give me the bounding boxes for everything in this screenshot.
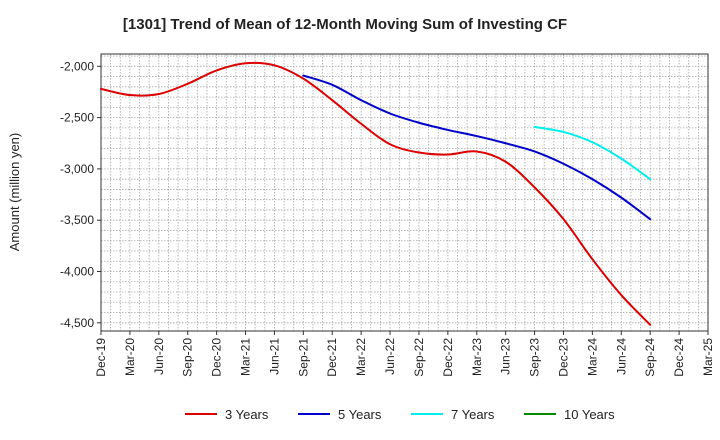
- series-line-7-years: [533, 125, 652, 181]
- y-tick-label: -3,000: [60, 162, 94, 176]
- chart-title: [1301] Trend of Mean of 12-Month Moving …: [123, 16, 567, 33]
- legend: 3 Years 5 Years 7 Years 10 Years: [185, 407, 615, 422]
- x-tick-label: Jun-24: [614, 338, 628, 375]
- x-tick-label: Mar-23: [470, 338, 484, 376]
- legend-label-3-years: 3 Years: [225, 407, 269, 422]
- x-tick-label: Dec-23: [556, 338, 570, 377]
- x-tick-labels: Dec-19 Mar-20 Jun-20 Sep-20 Dec-20 Mar-21 Jun-…: [94, 331, 715, 377]
- x-tick-label: Sep-21: [296, 338, 310, 377]
- y-tick-label: -3,500: [60, 213, 94, 227]
- x-tick-label: Dec-20: [210, 338, 224, 377]
- x-tick-label: Jun-21: [267, 338, 281, 375]
- x-tick-label: Sep-24: [643, 338, 657, 377]
- y-axis-title: Amount (million yen): [7, 133, 22, 252]
- legend-label-5-years: 5 Years: [338, 407, 382, 422]
- y-tick-label: -4,000: [60, 264, 94, 278]
- x-tick-label: Mar-24: [585, 338, 599, 376]
- x-tick-label: Jun-23: [499, 338, 513, 375]
- series-line-5-years: [302, 74, 652, 221]
- axes: [100, 53, 709, 332]
- y-tick-label: -4,500: [60, 316, 94, 330]
- x-tick-label: Jun-20: [152, 338, 166, 375]
- y-tick-label: -2,500: [60, 111, 94, 125]
- plot-border: [100, 53, 709, 332]
- x-tick-label: Mar-22: [354, 338, 368, 376]
- x-tick-label: Sep-20: [181, 338, 195, 377]
- x-tick-label: Dec-24: [672, 338, 686, 377]
- legend-label-10-years: 10 Years: [564, 407, 615, 422]
- legend-label-7-years: 7 Years: [451, 407, 495, 422]
- x-tick-label: Sep-23: [528, 338, 542, 377]
- plot-area: [101, 54, 708, 331]
- grid-lines: [100, 54, 709, 331]
- x-tick-label: Mar-20: [123, 338, 137, 376]
- x-tick-label: Sep-22: [412, 338, 426, 377]
- y-tick-label: -2,000: [60, 59, 94, 73]
- x-tick-label: Mar-21: [239, 338, 253, 376]
- series-line-3-years: [100, 61, 652, 326]
- y-tick-labels: -2,000 -2,500 -3,000 -3,500 -4,000 -4,500: [60, 59, 101, 330]
- x-tick-label: Dec-19: [94, 338, 108, 377]
- x-tick-label: Dec-22: [441, 338, 455, 377]
- series-lines: [100, 61, 652, 326]
- x-tick-label: Dec-21: [325, 338, 339, 377]
- x-tick-label: Jun-22: [383, 338, 397, 375]
- x-tick-label: Mar-25: [701, 338, 715, 376]
